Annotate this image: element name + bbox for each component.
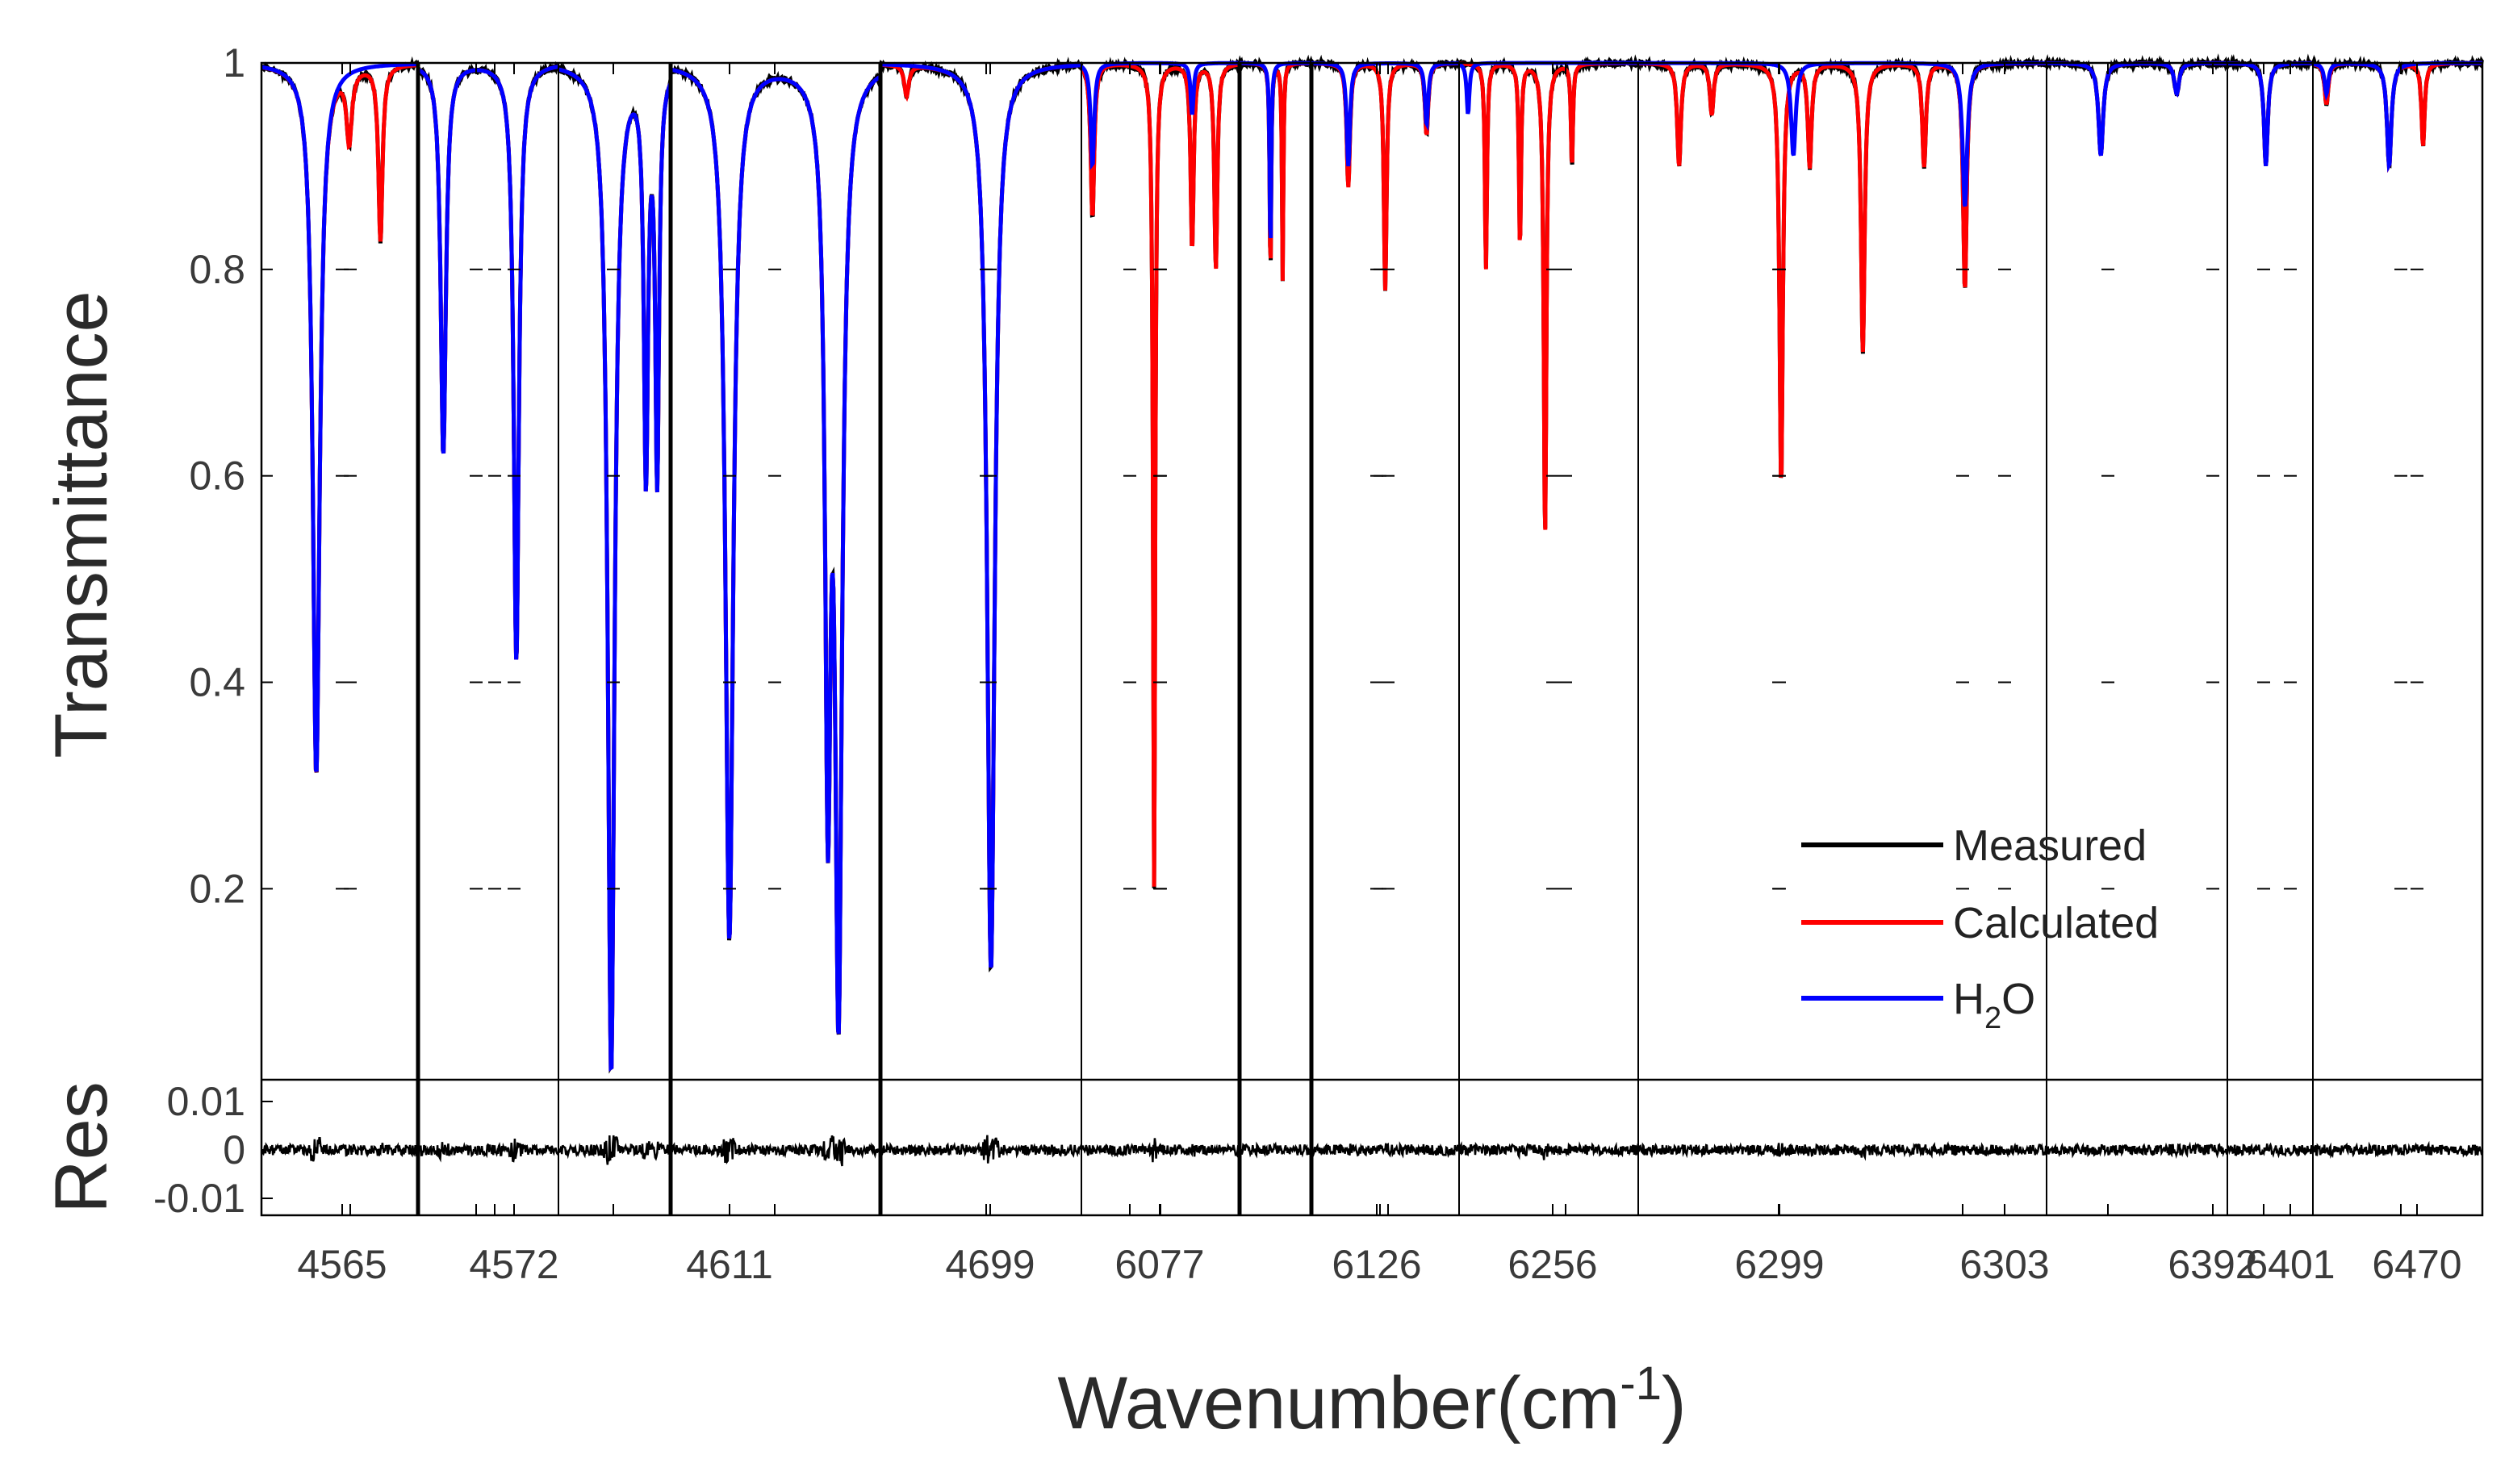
calculated-series-panel-7 <box>1239 61 1311 281</box>
y-tick-label: 0.2 <box>189 866 245 911</box>
calculated-series-panel-8 <box>1311 61 1459 291</box>
x-axis-label-close: ) <box>1662 1362 1687 1444</box>
res-y-tick-label: -0.01 <box>153 1176 245 1221</box>
calculated-series-panel-1 <box>261 63 419 773</box>
measured-series-panel-10 <box>1637 54 2048 479</box>
measured-series-panel-7 <box>1237 54 1314 282</box>
x-tick-label: 6126 <box>1332 1242 1421 1287</box>
res-y-tick-label: 0 <box>223 1127 245 1173</box>
x-tick-label: 6256 <box>1507 1242 1597 1287</box>
calculated-series-panel-13 <box>2312 61 2482 173</box>
legend-label-3: H2O <box>1953 975 2035 1035</box>
residual-series-panel-8 <box>1310 1141 1461 1159</box>
calculated-series-panel-10 <box>1638 61 2047 479</box>
legend: Measured Calculated H2O <box>1801 821 2159 1035</box>
h2o-series-panel-3 <box>558 67 673 1072</box>
residual-series-panel-2 <box>416 1138 559 1163</box>
x-tick-label: 6470 <box>2372 1242 2461 1287</box>
x-tick-label: 6392 <box>2168 1242 2257 1287</box>
residual-series-panel-9 <box>1458 1141 1640 1160</box>
legend-h2o-h: H <box>1953 975 1984 1023</box>
measured-series-panel-1 <box>261 56 420 773</box>
legend-label-2: Calculated <box>1953 899 2159 947</box>
residual-series-panel-5 <box>879 1135 1083 1164</box>
plot-frame <box>260 61 2484 1217</box>
x-axis-label-superscript: -1 <box>1620 1357 1662 1410</box>
x-axis-label-main: Wavenumber(cm <box>1057 1362 1620 1444</box>
y-axis-label: Transmittance <box>40 291 123 758</box>
residual-series-panel-4 <box>669 1135 882 1167</box>
h2o-series-panel-1 <box>261 62 418 773</box>
residual-series-panel-10 <box>1637 1141 2048 1161</box>
residual-series-panel-12 <box>2226 1142 2314 1159</box>
legend-label-1: Measured <box>1953 821 2147 870</box>
y-tick-label: 0.6 <box>189 454 245 499</box>
residual-axis-label: Res <box>40 1081 123 1214</box>
residual-plot <box>260 1135 2484 1167</box>
x-tick-label: 6401 <box>2245 1242 2335 1287</box>
x-tick-label: 4611 <box>686 1242 773 1287</box>
axis-labels: Transmittance Res Wavenumber(cm-1) <box>40 291 1687 1444</box>
x-tick-label: 6303 <box>1959 1242 2049 1287</box>
x-tick-label: 4572 <box>469 1242 558 1287</box>
h2o-series-panel-12 <box>2227 61 2313 166</box>
y-tick-label: 0.8 <box>189 247 245 292</box>
x-tick-label: 6299 <box>1734 1242 1824 1287</box>
legend-h2o-o: O <box>2001 975 2035 1023</box>
h2o-series-panel-11 <box>2047 61 2227 157</box>
residual-series-panel-3 <box>557 1135 672 1165</box>
residual-series-panel-1 <box>260 1136 420 1162</box>
h2o-series-panel-5 <box>880 62 1081 968</box>
h2o-series-panel-2 <box>416 65 559 660</box>
res-y-tick-label: 0.01 <box>167 1079 245 1124</box>
x-tick-label: 6077 <box>1114 1242 1204 1287</box>
y-tick-label: 0.4 <box>189 660 245 705</box>
calculated-series-panel-9 <box>1458 61 1638 530</box>
h2o-series-panel-8 <box>1311 61 1459 167</box>
calculated-series-panel-11 <box>2047 61 2227 157</box>
legend-h2o-sub: 2 <box>1984 1001 2001 1035</box>
residual-series-panel-13 <box>2311 1140 2484 1160</box>
residual-series-panel-6 <box>1080 1138 1241 1163</box>
h2o-series-panel-7 <box>1240 61 1311 239</box>
h2o-series-panel-4 <box>670 67 882 1035</box>
x-axis-label: Wavenumber(cm-1) <box>1057 1357 1686 1444</box>
x-tick-label: 4699 <box>945 1242 1035 1287</box>
h2o-series-panel-10 <box>1638 61 2047 207</box>
measured-series-panel-11 <box>2044 53 2229 155</box>
residual-series-panel-11 <box>2045 1141 2229 1160</box>
y-tick-label: 1 <box>223 40 245 86</box>
residual-series-panel-7 <box>1238 1141 1313 1159</box>
x-tick-label: 4565 <box>297 1242 387 1287</box>
